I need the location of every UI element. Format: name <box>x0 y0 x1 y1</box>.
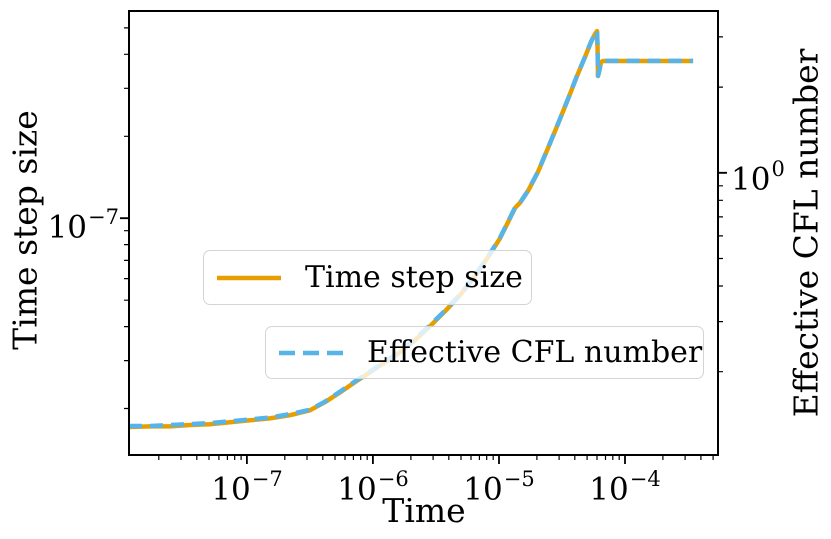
right-axis-title: Effective CFL number <box>786 48 826 418</box>
tick-exponent: −4 <box>629 467 661 491</box>
legend-line-solid-sample <box>217 275 281 280</box>
x-tick-label-1e-7: 10−7 <box>185 462 309 508</box>
tick-base: 10 <box>337 471 377 508</box>
tick-base: 10 <box>47 209 88 246</box>
tick-exponent: 0 <box>771 157 785 181</box>
tick-exponent: −5 <box>503 467 535 491</box>
left-y-tick-label-1e-7: 10−7 <box>33 200 119 246</box>
legend-label-effective-cfl-number: Effective CFL number <box>367 335 703 370</box>
x-tick-label-1e-6: 10−6 <box>311 462 435 508</box>
legend-label-time-step-size: Time step size <box>305 260 523 295</box>
legend-line-dashed-sample <box>279 350 343 355</box>
plot-frame <box>128 10 719 456</box>
x-tick-label-1e-5: 10−5 <box>437 462 561 508</box>
legend-time-step-size: Time step size <box>203 250 532 305</box>
tick-base: 10 <box>731 161 771 198</box>
x-axis-title: Time <box>382 491 466 530</box>
right-y-tick-label-1e0: 100 <box>731 152 831 198</box>
tick-exponent: −6 <box>377 467 409 491</box>
minor-ticks <box>124 27 723 460</box>
x-tick-label-1e-4: 10−4 <box>563 462 687 508</box>
tick-exponent: −7 <box>251 467 283 491</box>
tick-exponent: −7 <box>88 205 119 229</box>
tick-base: 10 <box>463 471 503 508</box>
major-ticks <box>120 171 727 464</box>
tick-base: 10 <box>211 471 251 508</box>
tick-base: 10 <box>589 471 629 508</box>
legend-effective-cfl-number: Effective CFL number <box>265 326 704 379</box>
